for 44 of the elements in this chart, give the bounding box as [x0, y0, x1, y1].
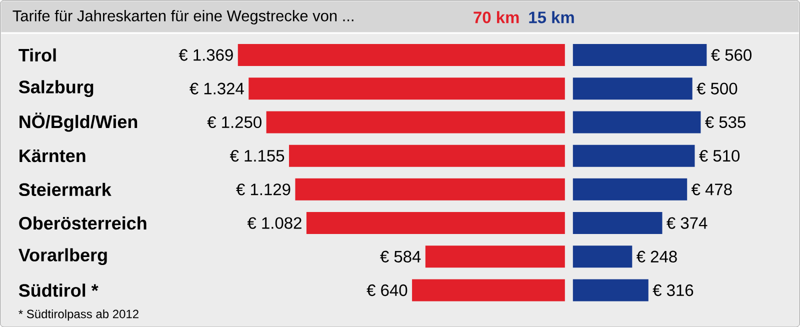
data-label: € 584: [380, 250, 421, 262]
data-label: € 500: [696, 82, 738, 94]
y-tick-label: Südtirol *: [18, 284, 98, 297]
y-tick-label: Kärnten: [20, 149, 86, 162]
y-tick-label: Steiermark: [18, 182, 112, 196]
bar: [572, 44, 707, 66]
y-tick-label: Salzburg: [18, 80, 94, 97]
data-label: € 560: [711, 49, 752, 61]
data-label: € 374: [666, 217, 708, 229]
bar: [572, 178, 688, 200]
data-label: € 1.369: [178, 49, 233, 61]
data-label: € 1.324: [190, 82, 244, 94]
bar: [412, 279, 565, 302]
data-label: € 1.250: [207, 116, 262, 128]
data-label: € 640: [366, 284, 408, 296]
bar: [572, 246, 632, 268]
y-tick-label: Oberösterreich: [19, 216, 146, 230]
bar: [238, 44, 565, 66]
bar: [572, 212, 662, 234]
data-label: € 535: [705, 116, 746, 128]
bar: [425, 246, 565, 268]
y-tick-label: Vorarlberg: [18, 248, 107, 265]
data-label: € 316: [652, 284, 694, 296]
bar: [572, 279, 648, 302]
chart-title: Tarife für Jahreskarten für eine Wegstrecke von ...: [12, 10, 354, 24]
bar: [572, 111, 701, 134]
data-label: € 1.129: [236, 183, 290, 196]
bar: [572, 144, 695, 167]
y-tick-label: NÖ/Bgld/Wien: [20, 112, 138, 132]
data-label: € 478: [691, 183, 732, 196]
bar: [306, 212, 565, 234]
bar: [289, 144, 565, 167]
series-label: 15 km: [529, 11, 574, 24]
bar: [572, 78, 692, 100]
data-label: € 248: [636, 250, 677, 262]
bar: [295, 178, 565, 200]
data-label: € 1.082: [247, 217, 302, 229]
data-label: € 1.155: [230, 150, 284, 162]
text: * Südtirolpass ab 2012: [18, 309, 138, 321]
y-tick-label: Tirol: [18, 48, 56, 62]
data-label: € 510: [699, 150, 740, 162]
series-label: 70 km: [474, 11, 519, 24]
bar: [266, 111, 565, 134]
bar: [248, 78, 565, 100]
